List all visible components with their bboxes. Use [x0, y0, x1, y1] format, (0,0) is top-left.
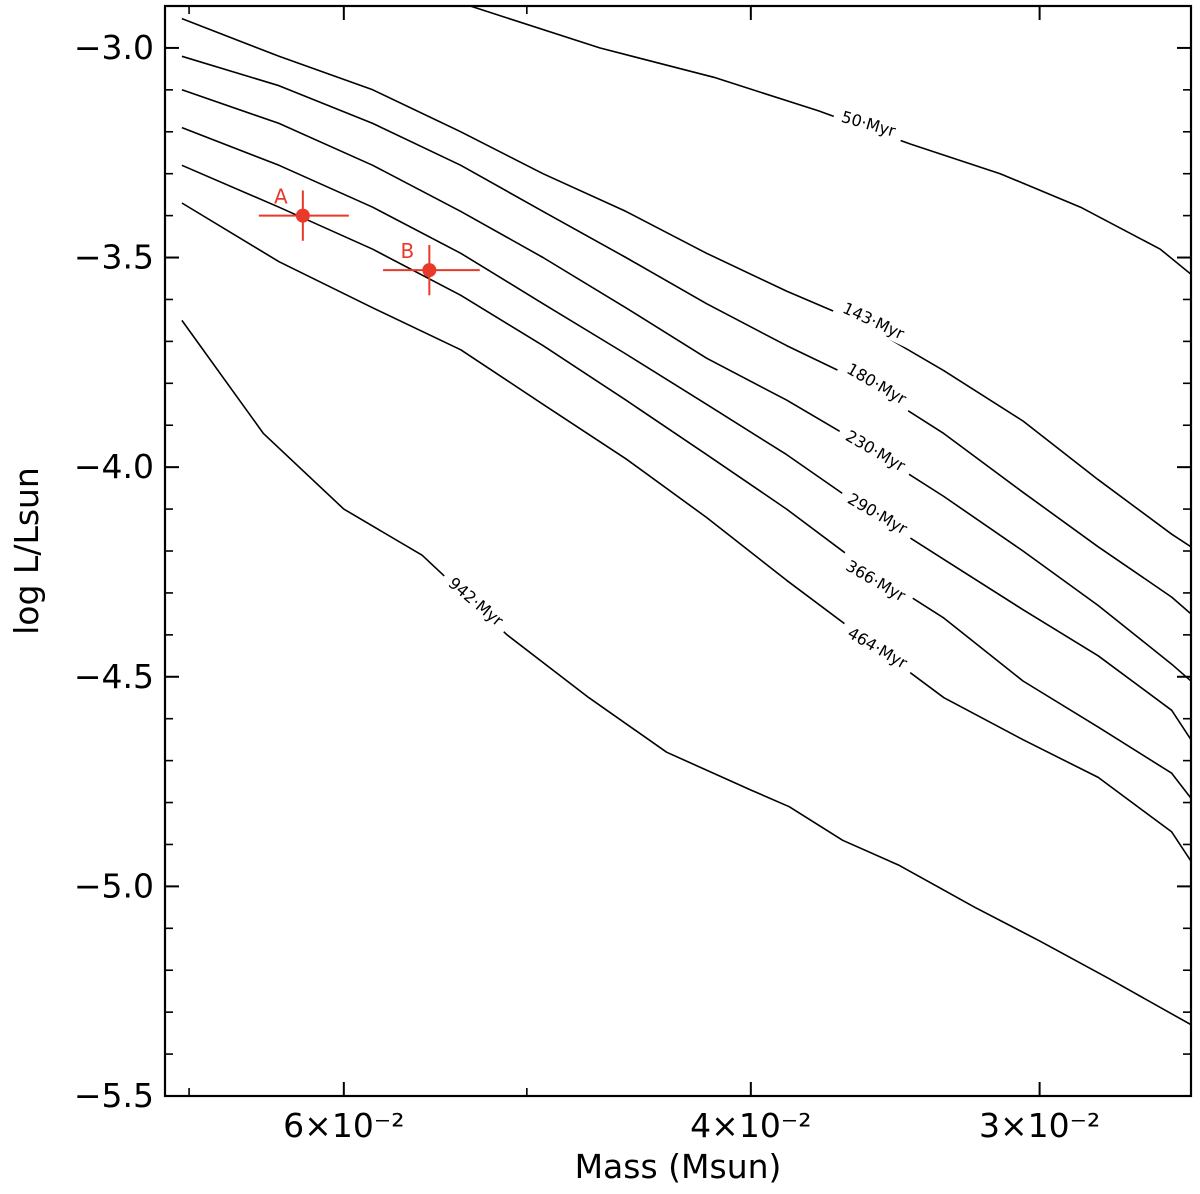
- y-tick-label: −4.0: [74, 447, 154, 486]
- isochrone-230-myr: [181, 89, 1191, 682]
- y-axis-label: log L/Lsun: [7, 467, 46, 635]
- isochrone-label: 464·Myr: [844, 623, 911, 672]
- isochrone-label: 290·Myr: [844, 489, 911, 538]
- data-points: AB: [258, 185, 480, 296]
- isochrone-lines: [181, 6, 1191, 1026]
- major-ticks: [165, 6, 1191, 1097]
- point-label: B: [400, 239, 414, 263]
- isochrone-label: 230·Myr: [842, 426, 909, 475]
- plot-frame: [163, 4, 1193, 1098]
- y-tick-label: −5.0: [74, 866, 154, 905]
- isochrone-label: 180·Myr: [844, 359, 911, 408]
- isochrone-curves: 50·Myr 143·Myr 180·Myr 230·Myr 290·Myr 366·My…: [181, 6, 1191, 1026]
- y-tick-label: −3.5: [74, 238, 154, 277]
- isochrone-366-myr: [181, 164, 1191, 799]
- y-tick-label: −3.0: [74, 28, 154, 67]
- tick-labels: −3.0 −3.5 −4.0 −4.5 −5.0 −5.5 6×10⁻² 4×10⁻² 3×10…: [74, 28, 1100, 1145]
- point-marker: [422, 263, 437, 278]
- isochrone-label: 942·Myr: [445, 573, 508, 630]
- isochrone-label: 366·Myr: [843, 556, 910, 605]
- isochrone-50-myr: [469, 6, 1191, 275]
- isochrone-143-myr: [181, 17, 1191, 548]
- x-axis-label: Mass (Msun): [575, 1147, 782, 1186]
- minor-ticks: [165, 5, 1191, 1096]
- isochrone-942-myr: [181, 319, 1191, 1026]
- x-tick-label: 3×10⁻²: [979, 1106, 1100, 1145]
- isochrone-180-myr: [181, 55, 1191, 615]
- y-tick-label: −5.5: [74, 1076, 154, 1115]
- data-point-b: B: [383, 239, 480, 296]
- y-tick-label: −4.5: [74, 657, 154, 696]
- point-label: A: [274, 185, 288, 209]
- point-marker: [295, 208, 310, 223]
- isochrone-464-myr: [181, 202, 1191, 862]
- x-tick-label: 6×10⁻²: [283, 1106, 404, 1145]
- isochrone-290-myr: [181, 126, 1191, 741]
- data-point-a: A: [258, 185, 349, 241]
- x-tick-label: 4×10⁻²: [690, 1106, 811, 1145]
- isochrone-label: 143·Myr: [840, 298, 908, 343]
- isochrone-label: 50·Myr: [839, 107, 898, 141]
